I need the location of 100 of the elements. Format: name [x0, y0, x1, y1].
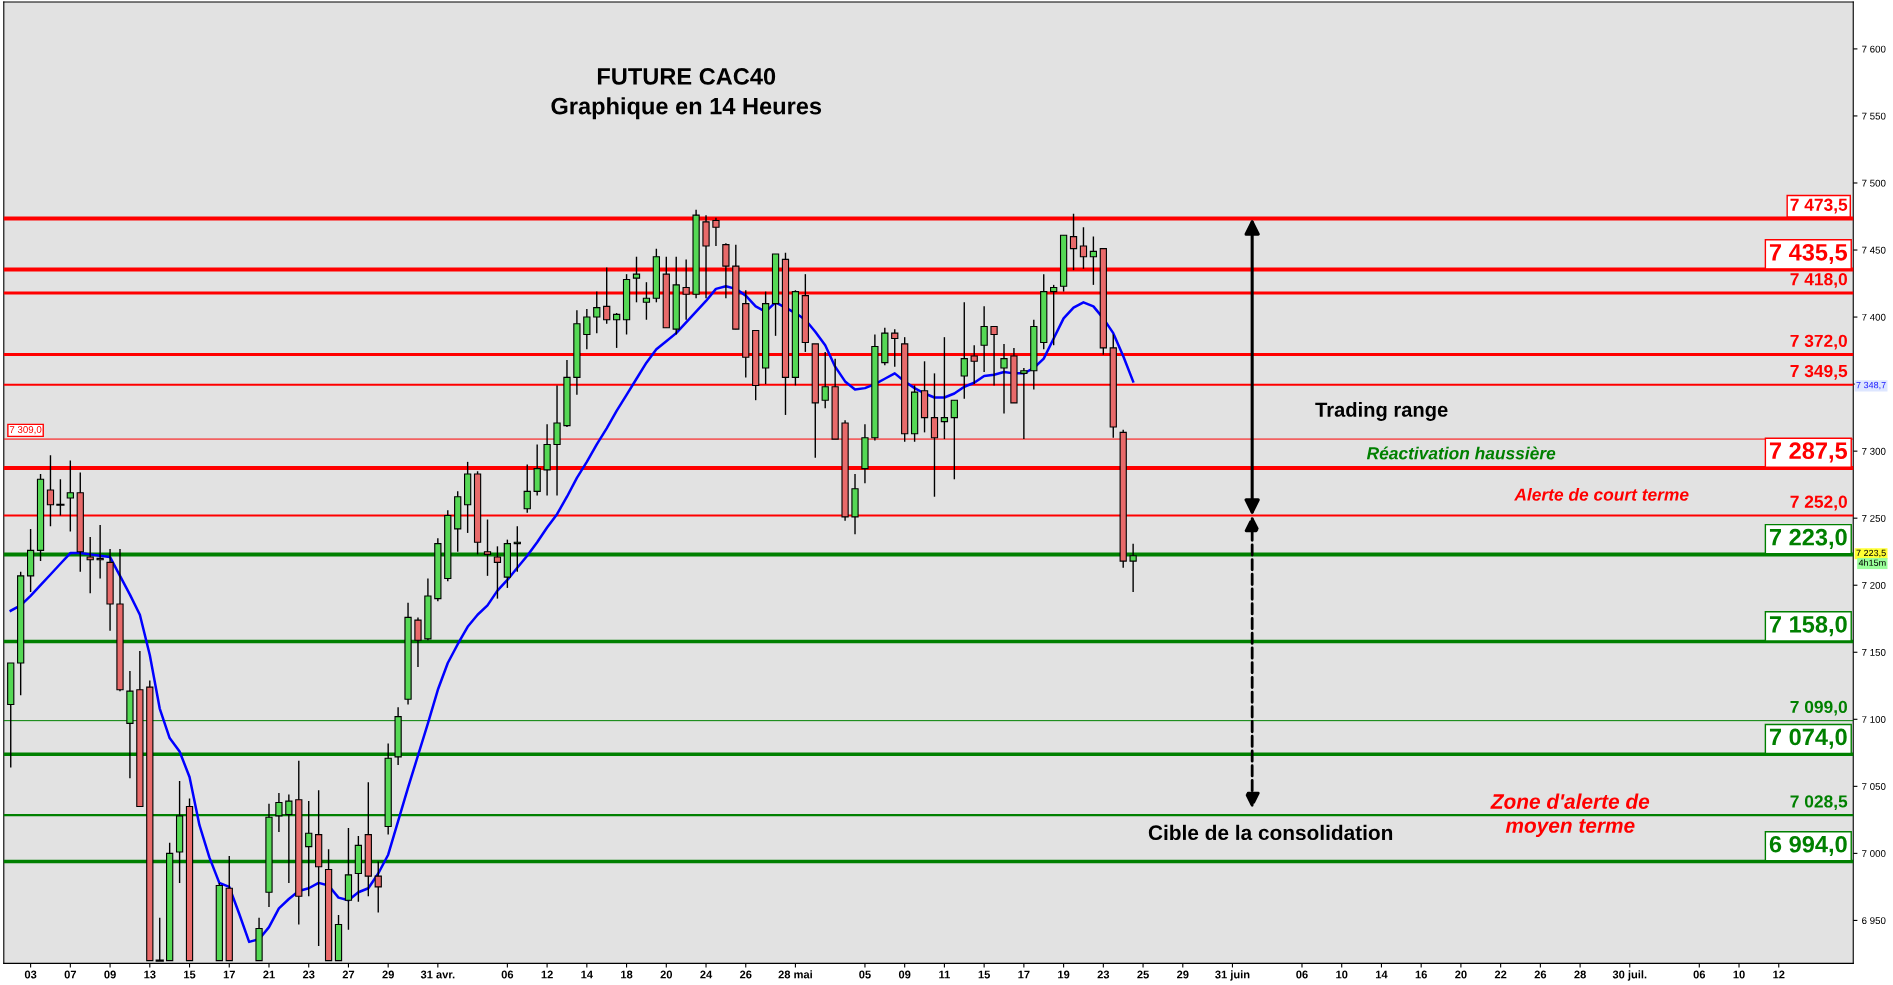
candlestick [821, 351, 829, 409]
ref-line-label: 6 994,0 [1769, 835, 1847, 857]
candlestick [583, 308, 591, 350]
candlestick [603, 266, 611, 325]
candlestick [960, 301, 968, 400]
x-tick-label: 17 [223, 970, 235, 979]
ref-line-label: 7 287,5 [1769, 442, 1848, 463]
y-tick-label: 7 000 [1862, 850, 1886, 857]
ref-line-label: 7 309,0 [9, 426, 42, 435]
x-tick-label: 15 [978, 970, 991, 979]
candlestick [970, 344, 978, 385]
candlestick [483, 518, 492, 577]
candlestick [712, 217, 720, 247]
x-tick-label: 19 [1058, 970, 1070, 979]
x-tick-label: 13 [144, 970, 156, 979]
annotation: Zone d'alerte de moyen terme [1490, 793, 1650, 837]
x-tick-label: 09 [898, 970, 911, 979]
candlestick [642, 281, 651, 321]
x-tick-label: 28 mai [778, 970, 812, 979]
candlestick [593, 290, 601, 334]
y-tick-label: 7 250 [1862, 514, 1886, 522]
x-tick-label: 20 [660, 970, 673, 979]
text: 4h15m [1858, 559, 1886, 566]
x-tick-label: 29 [1177, 970, 1189, 979]
candlestick [990, 325, 998, 387]
x-tick-label: 14 [1375, 970, 1388, 979]
x-tick-label: 25 [1137, 970, 1149, 979]
candlestick [1000, 343, 1008, 415]
x-tick-label: 10 [1733, 970, 1745, 979]
ref-line-label: 7 158,0 [1769, 615, 1847, 637]
y-tick-label: 7 550 [1862, 112, 1886, 120]
x-tick-label: 12 [1773, 970, 1785, 979]
annotation: 7 348,7 [1856, 381, 1886, 390]
x-tick-label: 30 juil. [1612, 970, 1647, 981]
candlestick [66, 459, 74, 533]
candlestick [374, 860, 382, 914]
x-tick-label: 26 [739, 970, 752, 979]
x-tick-label: 18 [621, 970, 633, 979]
x-tick-label: 20 [1455, 970, 1467, 979]
candlestick [1089, 235, 1098, 286]
annotation: Alerte de court terme [1514, 488, 1689, 501]
candlestick [980, 305, 988, 373]
y-tick-label: 7 500 [1862, 179, 1886, 187]
candlestick [285, 793, 293, 884]
candlestick [86, 536, 94, 594]
candlestick [1129, 542, 1137, 593]
candlestick [722, 242, 730, 299]
candlestick [1020, 367, 1028, 440]
candlestick [940, 336, 949, 440]
y-tick-label: 6 950 [1862, 917, 1886, 925]
text: FUTURE CAC40 Graphique en 14 Heures [551, 68, 822, 120]
candlestick [56, 478, 65, 517]
ref-line-label: 7 252,0 [1790, 495, 1847, 511]
x-tick-label: 29 [382, 970, 394, 979]
y-tick-label: 7 050 [1862, 783, 1886, 790]
ref-line-label: 7 372,0 [1790, 334, 1847, 350]
x-tick-label: 10 [1336, 970, 1348, 979]
ref-line-label: 7 473,5 [1790, 198, 1848, 214]
x-tick-label: 06 [501, 970, 514, 979]
annotation: Réactivation haussière [1366, 446, 1556, 460]
ref-line-label: 7 099,0 [1790, 700, 1847, 716]
candlestick [1050, 284, 1058, 346]
candlestick [1069, 213, 1078, 271]
x-tick-label: 03 [24, 970, 37, 979]
ref-line-label: 7 349,5 [1790, 364, 1848, 380]
x-tick-label: 24 [700, 970, 713, 979]
x-tick-label: 23 [1097, 970, 1110, 979]
x-tick-label: 31 avr. [420, 970, 455, 979]
x-tick-label: 06 [1296, 970, 1308, 979]
candlestick [632, 256, 641, 304]
ref-line-label: 7 223,0 [1769, 528, 1847, 549]
x-tick-label: 16 [1415, 970, 1427, 979]
candlestick [414, 616, 422, 668]
candlestick [553, 384, 561, 497]
x-tick-label: 15 [184, 970, 196, 979]
candlestick [682, 258, 690, 321]
annotation: Trading range [1315, 402, 1448, 421]
y-tick-label: 7 300 [1862, 447, 1886, 455]
y-tick-label: 7 100 [1862, 716, 1886, 723]
x-tick-label: 22 [1494, 970, 1507, 979]
candlestick [46, 454, 55, 527]
x-tick-label: 06 [1693, 970, 1706, 979]
candlestick [1079, 226, 1088, 270]
x-tick-label: 17 [1018, 970, 1030, 979]
x-tick-label: 26 [1534, 970, 1547, 979]
x-tick-label: 12 [541, 970, 553, 979]
x-tick-label: 21 [263, 970, 275, 979]
candlestick [950, 399, 958, 480]
candlestick [305, 800, 313, 897]
y-tick-label: 7 200 [1862, 581, 1886, 589]
candlestick [96, 524, 104, 580]
x-tick-label: 27 [342, 970, 355, 979]
candlestick [930, 372, 939, 498]
ref-line-label: 7 418,0 [1790, 273, 1847, 288]
candlestick [523, 463, 531, 514]
x-tick-label: 11 [939, 970, 950, 979]
ref-line-label: 7 028,5 [1790, 795, 1848, 811]
x-tick-label: 07 [64, 970, 77, 979]
ref-line-label: 7 074,0 [1769, 728, 1847, 749]
ref-line-label: 7 435,5 [1769, 243, 1848, 265]
